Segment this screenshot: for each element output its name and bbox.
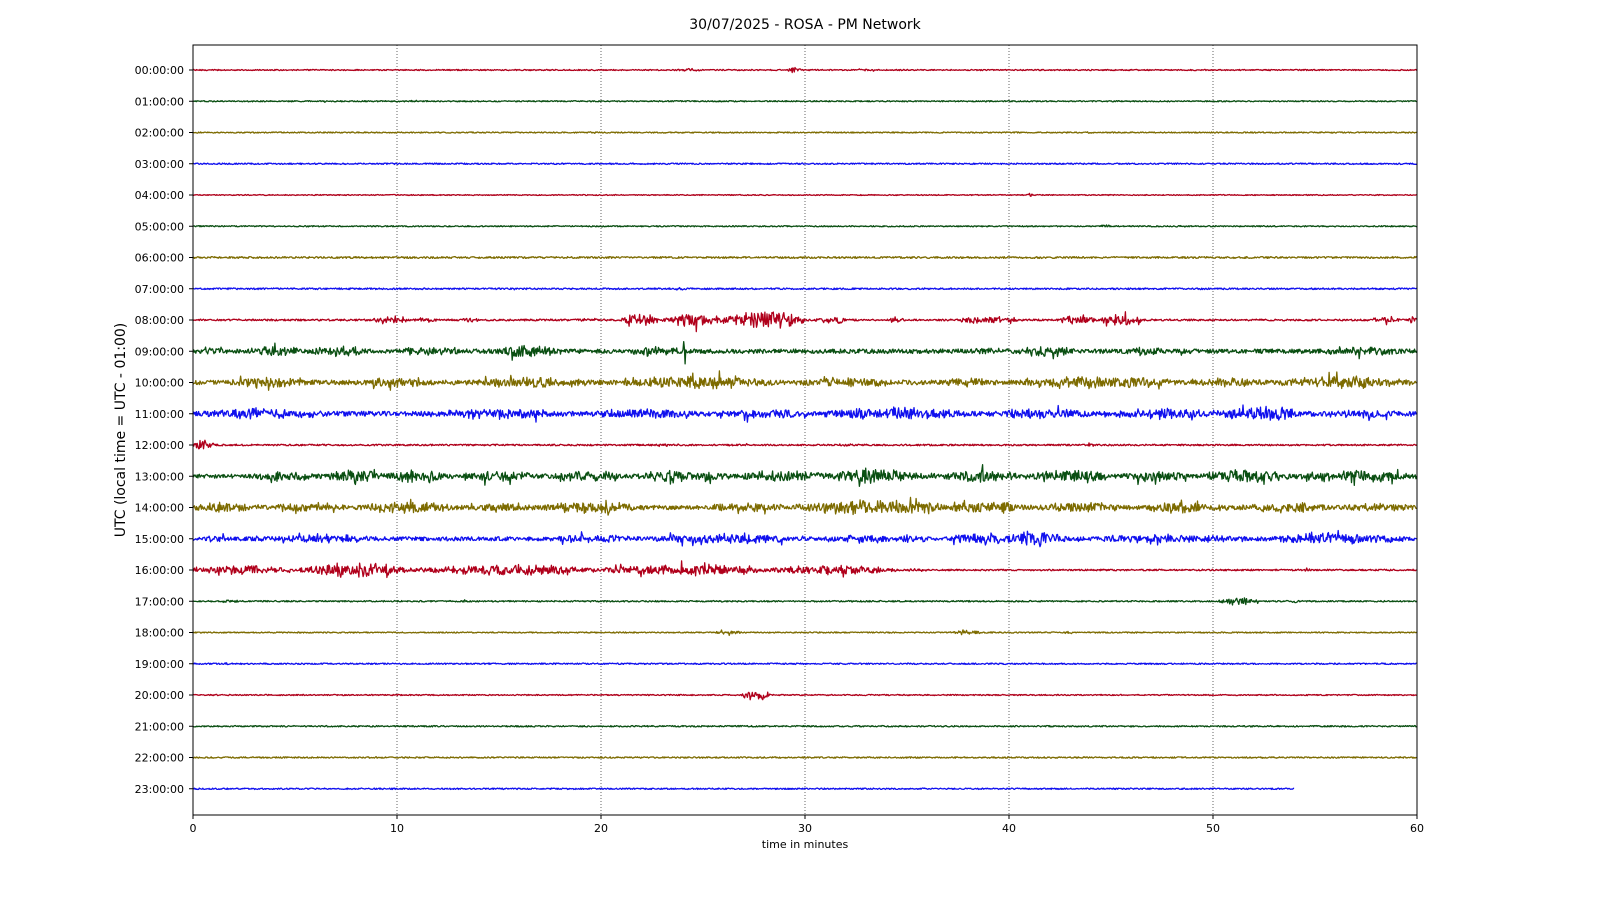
trace-130000 [192,464,1418,487]
y-tick-label: 18:00:00 [135,627,184,640]
trace-160000 [192,560,1417,579]
x-tick-label: 60 [1410,822,1424,835]
x-tick-label: 0 [190,822,197,835]
trace-100000 [192,370,1418,391]
y-tick-label: 22:00:00 [135,752,184,765]
y-axis-ticks: 00:00:00 01:00:00 02:00:00 03:00:00 04:00:00… [135,64,193,796]
trace-090000 [192,340,1418,365]
trace-020000 [192,131,1417,134]
y-tick-label: 13:00:00 [135,470,184,483]
x-tick-label: 10 [390,822,404,835]
y-tick-label: 02:00:00 [135,127,184,140]
x-tick-label: 30 [798,822,812,835]
trace-230000 [192,787,1295,791]
trace-080000 [192,311,1418,333]
y-tick-label: 21:00:00 [135,720,184,733]
y-tick-label: 06:00:00 [135,252,184,265]
trace-000000 [193,66,1418,74]
x-tick-label: 40 [1002,822,1016,835]
y-tick-label: 08:00:00 [135,314,184,327]
y-tick-label: 10:00:00 [135,377,184,390]
y-tick-label: 11:00:00 [135,408,184,421]
y-tick-label: 15:00:00 [135,533,184,546]
seismic-traces [192,66,1418,791]
trace-050000 [192,224,1417,228]
trace-140000 [192,496,1417,516]
y-tick-label: 09:00:00 [135,345,184,358]
x-axis-ticks: 0 10 20 30 40 50 60 [190,815,1424,835]
trace-220000 [192,756,1417,759]
y-tick-label: 23:00:00 [135,783,184,796]
x-tick-label: 50 [1206,822,1220,835]
trace-060000 [192,255,1418,260]
y-tick-label: 01:00:00 [135,95,184,108]
trace-190000 [192,662,1417,666]
trace-120000 [192,439,1417,450]
y-tick-label: 17:00:00 [135,595,184,608]
y-tick-label: 03:00:00 [135,158,184,171]
y-tick-label: 07:00:00 [135,283,184,296]
y-tick-label: 20:00:00 [135,689,184,702]
y-tick-label: 14:00:00 [135,502,184,515]
trace-210000 [192,724,1417,728]
y-tick-label: 16:00:00 [135,564,184,577]
y-tick-label: 12:00:00 [135,439,184,452]
trace-040000 [192,192,1417,198]
y-tick-label: 19:00:00 [135,658,184,671]
trace-110000 [192,404,1418,423]
trace-070000 [192,286,1418,291]
trace-030000 [192,162,1417,166]
y-tick-label: 04:00:00 [135,189,184,202]
x-tick-label: 20 [594,822,608,835]
chart-title: 30/07/2025 - ROSA - PM Network [689,17,921,33]
trace-150000 [192,529,1417,548]
trace-010000 [192,99,1417,103]
y-tick-label: 00:00:00 [135,64,184,77]
trace-200000 [192,691,1417,701]
trace-180000 [192,629,1417,637]
x-axis-label: time in minutes [762,838,849,851]
y-axis-label: UTC (local time = UTC - 01:00) [113,323,129,538]
y-tick-label: 05:00:00 [135,220,184,233]
trace-170000 [192,597,1418,606]
vertical-grid [396,45,1214,815]
